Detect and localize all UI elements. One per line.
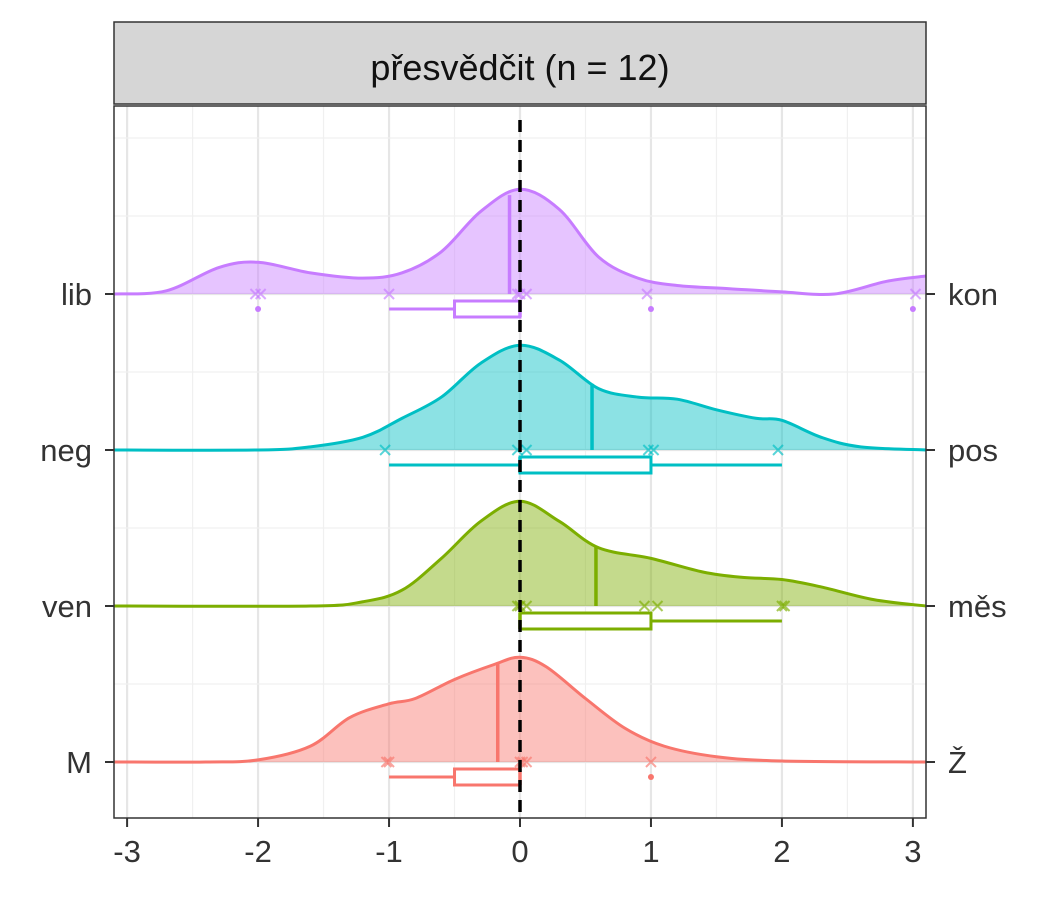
data-point xyxy=(254,288,267,300)
density-line xyxy=(113,655,927,764)
data-point xyxy=(651,600,664,612)
x-axis: -3 -2 -1 0 1 2 3 xyxy=(113,818,922,869)
data-point xyxy=(249,288,262,300)
density-area xyxy=(114,501,926,607)
x-tick-label: -2 xyxy=(244,834,272,869)
box xyxy=(518,455,653,475)
x-tick-label: -3 xyxy=(113,834,141,869)
y-label-left: ven xyxy=(42,589,92,624)
facet-strip xyxy=(113,21,927,105)
data-point xyxy=(383,288,395,300)
y-label-left: M xyxy=(66,745,92,780)
box xyxy=(453,299,522,319)
data-point xyxy=(645,756,657,768)
box-outlier xyxy=(255,306,262,312)
data-point xyxy=(776,600,788,612)
x-tick-label: 1 xyxy=(642,834,659,869)
density-line xyxy=(113,343,927,452)
ridge-ven xyxy=(113,499,927,631)
data-point xyxy=(641,288,653,300)
y-label-left: lib xyxy=(61,277,92,312)
x-tick-label: -1 xyxy=(375,834,403,869)
data-point xyxy=(520,600,533,612)
data-point xyxy=(642,444,655,456)
box-outlier xyxy=(909,306,916,312)
y-label-right: Ž xyxy=(948,745,967,780)
x-tick-label: 0 xyxy=(511,834,528,869)
data-point xyxy=(520,288,533,300)
facet-title: přesvědčit (n = 12) xyxy=(370,47,669,88)
x-tick-label: 2 xyxy=(773,834,790,869)
data-point xyxy=(638,600,651,612)
y-label-right: pos xyxy=(948,433,998,468)
y-label-left: neg xyxy=(40,433,92,468)
density-area xyxy=(114,345,926,451)
density-line xyxy=(113,499,927,608)
y-label-right: měs xyxy=(948,589,1007,624)
box-outlier xyxy=(647,774,654,780)
data-point xyxy=(520,756,533,768)
box xyxy=(518,611,653,631)
data-point xyxy=(647,444,660,456)
data-point xyxy=(778,600,791,612)
data-point xyxy=(772,444,784,456)
ridge-neg xyxy=(113,343,927,475)
data-point xyxy=(383,756,395,768)
x-tick-label: 3 xyxy=(904,834,921,869)
data-point xyxy=(380,756,393,768)
y-label-right: kon xyxy=(948,277,998,312)
box xyxy=(453,767,522,787)
data-point xyxy=(520,444,533,456)
data-point xyxy=(909,288,922,300)
box-outlier xyxy=(647,306,654,312)
data-point xyxy=(379,444,391,456)
